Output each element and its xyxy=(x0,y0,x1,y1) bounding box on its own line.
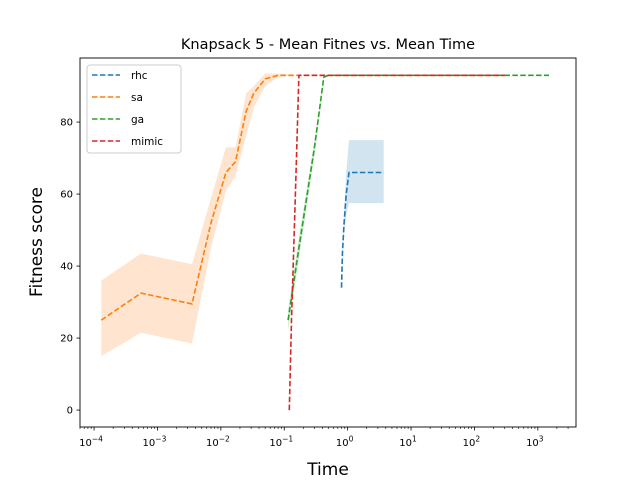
legend-label-ga: ga xyxy=(131,114,144,126)
chart-title: Knapsack 5 - Mean Fitnes vs. Mean Time xyxy=(181,37,475,53)
x-tick-label: 100 xyxy=(336,435,354,450)
legend-frame xyxy=(86,64,182,154)
y-tick-label: 20 xyxy=(60,334,73,345)
x-tick-label: 10−2 xyxy=(206,435,230,450)
x-tick-label: 101 xyxy=(399,435,417,450)
x-tick-label: 102 xyxy=(463,435,481,450)
x-tick-label: 103 xyxy=(526,435,544,450)
y-tick-label: 60 xyxy=(60,190,73,201)
legend-label-mimic: mimic xyxy=(131,136,163,148)
band-rhc xyxy=(341,140,384,288)
line-mimic xyxy=(288,74,505,411)
legend-label-sa: sa xyxy=(131,92,143,104)
x-tick-label: 10−3 xyxy=(143,435,167,450)
series-lines xyxy=(100,74,549,411)
x-axis: 10−4 10−3 10−2 10−1 100 101 102 103 xyxy=(79,427,569,450)
confidence-bands xyxy=(101,73,549,411)
y-tick-label: 0 xyxy=(67,406,73,417)
legend-items: rhc sa ga mimic xyxy=(92,70,163,148)
x-tick-label: 10−4 xyxy=(79,435,103,450)
line-ga xyxy=(287,74,549,321)
legend: rhc sa ga mimic xyxy=(86,64,182,154)
plot-frame xyxy=(79,57,577,428)
line-rhc xyxy=(340,171,384,288)
y-tick-label: 40 xyxy=(60,262,73,273)
x-axis-label: Time xyxy=(306,460,349,480)
x-tick-label: 10−1 xyxy=(269,435,293,450)
y-axis-label: Fitness score xyxy=(27,187,47,297)
band-sa xyxy=(101,73,505,357)
legend-label-rhc: rhc xyxy=(131,70,148,82)
y-axis: 0 20 40 60 80 xyxy=(60,118,80,417)
y-tick-label: 80 xyxy=(60,118,73,129)
